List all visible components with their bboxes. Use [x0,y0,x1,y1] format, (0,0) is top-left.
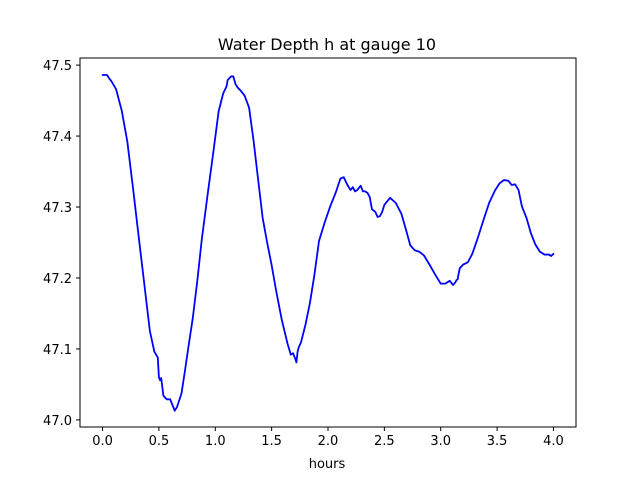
x-tick-label: 1.0 [205,434,226,449]
y-tick-label: 47.1 [43,343,72,358]
x-tick-label: 3.5 [487,434,508,449]
x-tick-label: 4.0 [543,434,564,449]
x-tick-label: 0.5 [149,434,170,449]
plot-area [101,74,555,412]
x-axis-label: hours [309,457,346,472]
y-tick-label: 47.4 [43,130,72,145]
series-line-0 [101,74,555,412]
x-tick-label: 2.0 [318,434,339,449]
x-tick-label: 3.0 [430,434,451,449]
x-axis: 0.0 0.5 1.0 1.5 2.0 2.5 3.0 3.5 4.0 [92,427,564,449]
x-tick-label: 0.0 [92,434,113,449]
y-tick-label: 47.5 [43,59,72,74]
y-tick-label: 47.2 [43,272,72,287]
y-axis: 47.0 47.1 47.2 47.3 47.4 47.5 [43,59,80,429]
x-tick-label: 2.5 [374,434,395,449]
y-tick-label: 47.3 [43,201,72,216]
y-tick-label: 47.0 [43,414,72,429]
chart-title: Water Depth h at gauge 10 [218,35,436,54]
x-tick-label: 1.5 [261,434,282,449]
